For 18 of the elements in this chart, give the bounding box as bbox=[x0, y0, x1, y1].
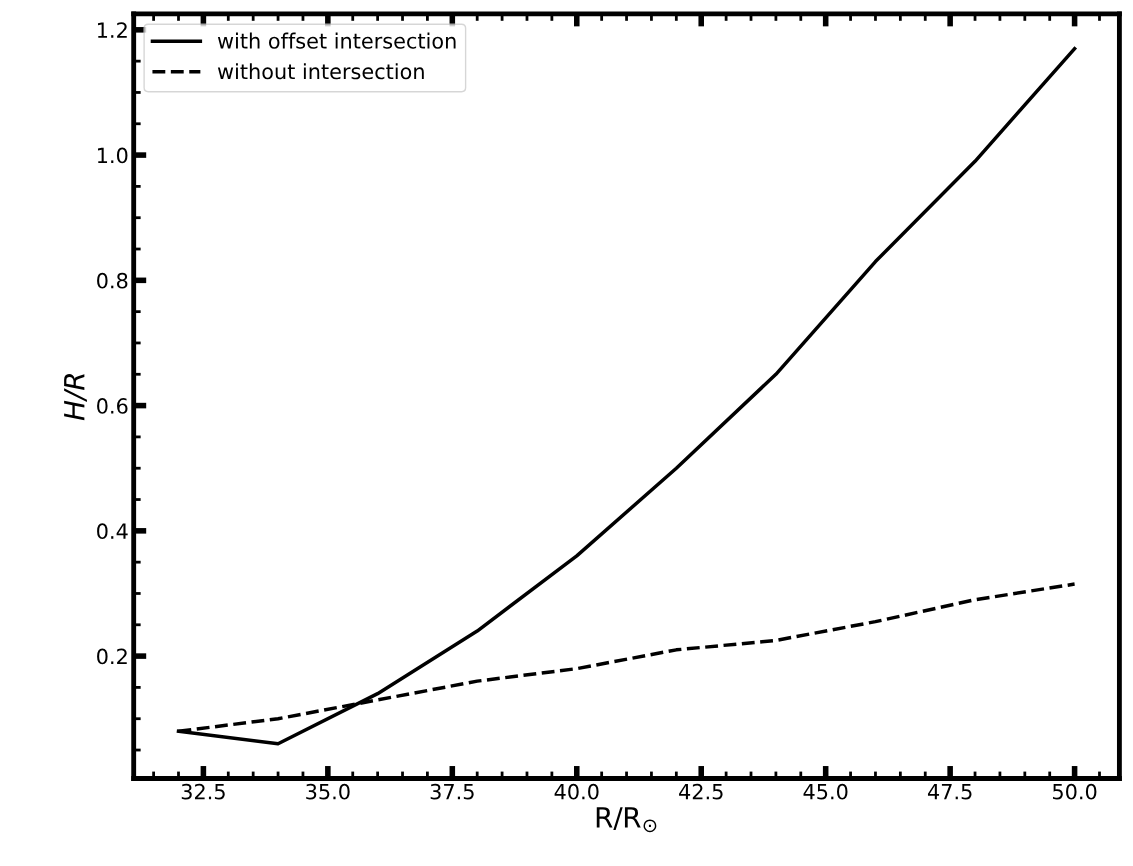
legend-label: without intersection bbox=[217, 63, 424, 80]
y-tick-label: 1.0 bbox=[97, 147, 128, 164]
x-tick-label: 45.0 bbox=[803, 783, 848, 800]
x-tick-label: 47.5 bbox=[927, 784, 972, 800]
x-tick-label: 40.0 bbox=[554, 783, 599, 800]
y-tick-label: 0.2 bbox=[97, 648, 127, 665]
y-tick-label: 0.6 bbox=[97, 398, 128, 414]
y-tick-label: 1.2 bbox=[97, 22, 127, 38]
y-tick-label: 0.8 bbox=[97, 272, 128, 289]
x-axis-title: R/R$_{⊙}$ bbox=[596, 807, 657, 833]
x-tick-label: 37.5 bbox=[430, 783, 474, 800]
x-tick-label: 50.0 bbox=[1053, 783, 1097, 800]
legend-label: with offset intersection bbox=[217, 32, 456, 49]
x-tick-label: 42.5 bbox=[679, 783, 723, 800]
x-tick-label: 35.0 bbox=[306, 783, 350, 800]
x-tick-label: 32.5 bbox=[181, 783, 225, 800]
y-tick-label: 0.4 bbox=[97, 523, 128, 540]
y-axis-title: H/R bbox=[64, 374, 87, 421]
